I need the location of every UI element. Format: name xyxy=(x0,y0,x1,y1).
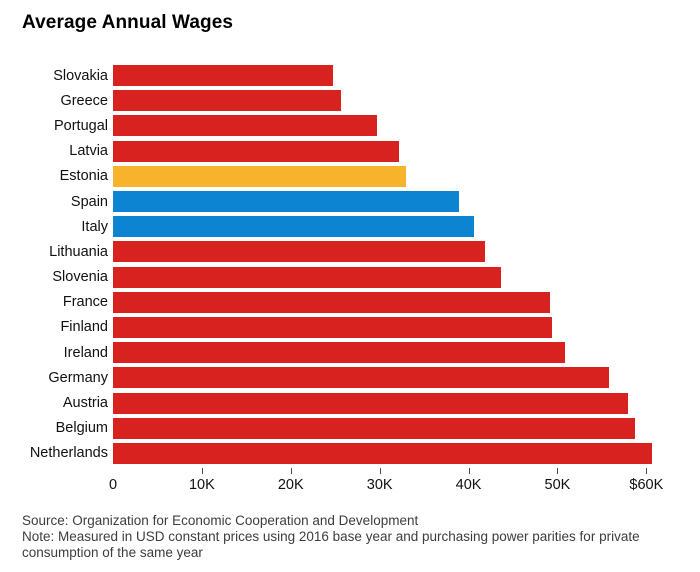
chart-rows: Slovakia Greece Portugal Latvia Estonia Spain… xyxy=(0,63,700,466)
x-axis-tick-label: 50K xyxy=(544,477,571,493)
chart-row: Portugal xyxy=(22,113,700,138)
chart-row: Belgium xyxy=(22,416,700,441)
bar-italy xyxy=(113,216,474,238)
x-axis-tick-label: 40K xyxy=(455,477,482,493)
category-label-germany: Germany xyxy=(48,369,108,386)
category-label-netherlands: Netherlands xyxy=(29,445,108,462)
x-axis-tick-mark xyxy=(646,468,648,474)
bar-track xyxy=(113,417,657,439)
chart-row: Netherlands xyxy=(22,441,700,466)
bar-slovenia xyxy=(113,266,501,288)
bar-track xyxy=(113,140,657,162)
chart-row: Slovakia xyxy=(22,63,700,88)
chart-row: Finland xyxy=(22,315,700,340)
bar-germany xyxy=(113,367,609,389)
chart-row: Spain xyxy=(22,189,700,214)
bar-latvia xyxy=(113,140,400,162)
category-label-italy: Italy xyxy=(81,218,108,235)
category-label-austria: Austria xyxy=(62,395,108,412)
bar-belgium xyxy=(113,417,635,439)
bar-track xyxy=(113,442,657,464)
category-label-estonia: Estonia xyxy=(59,168,108,185)
bar-track xyxy=(113,115,657,137)
x-axis-tick-mark xyxy=(379,468,381,474)
bar-track xyxy=(113,65,657,87)
bar-netherlands xyxy=(113,442,652,464)
chart-row: Austria xyxy=(22,390,700,415)
chart-row: Germany xyxy=(22,365,700,390)
chart-row: Estonia xyxy=(22,164,700,189)
bar-track xyxy=(113,241,657,263)
bar-portugal xyxy=(113,115,377,137)
bar-ireland xyxy=(113,342,565,364)
bar-spain xyxy=(113,191,459,213)
bar-track xyxy=(113,291,657,313)
category-label-finland: Finland xyxy=(60,319,108,336)
methodology-note: Note: Measured in USD constant prices us… xyxy=(22,529,640,560)
chart-footnotes: Source: Organization for Economic Cooper… xyxy=(22,513,677,561)
bar-track xyxy=(113,266,657,288)
chart-row: Lithuania xyxy=(22,239,700,264)
category-label-france: France xyxy=(62,294,108,311)
bar-lithuania xyxy=(113,241,486,263)
chart-row: France xyxy=(22,290,700,315)
category-label-ireland: Ireland xyxy=(63,344,108,361)
bar-slovakia xyxy=(113,65,333,87)
page-title: Average Annual Wages xyxy=(22,12,234,33)
x-axis-tick-label: 20K xyxy=(277,477,304,493)
bar-track xyxy=(113,191,657,213)
x-axis-tick-mark xyxy=(557,468,559,474)
x-axis-tick-label: 0 xyxy=(108,477,118,493)
bar-greece xyxy=(113,90,342,112)
x-axis-tick-mark xyxy=(201,468,203,474)
chart-row: Greece xyxy=(22,88,700,113)
chart-row: Slovenia xyxy=(22,265,700,290)
chart-row: Latvia xyxy=(22,139,700,164)
bar-track xyxy=(113,165,657,187)
source-note: Source: Organization for Economic Cooper… xyxy=(22,513,419,528)
bar-track xyxy=(113,392,657,414)
x-axis-tick-label: $60K xyxy=(629,477,664,493)
bar-track xyxy=(113,367,657,389)
chart-row: Ireland xyxy=(22,340,700,365)
category-label-slovenia: Slovenia xyxy=(52,269,108,286)
x-axis-tick-mark xyxy=(290,468,292,474)
bar-chart: Slovakia Greece Portugal Latvia Estonia Spain… xyxy=(0,63,700,498)
bar-track xyxy=(113,216,657,238)
bar-track xyxy=(113,316,657,338)
x-axis-tick-label: 30K xyxy=(366,477,393,493)
bar-finland xyxy=(113,316,553,338)
category-label-portugal: Portugal xyxy=(53,117,108,134)
bar-france xyxy=(113,291,551,313)
chart-row: Italy xyxy=(22,214,700,239)
x-axis-tick-label: 10K xyxy=(188,477,215,493)
bar-austria xyxy=(113,392,628,414)
category-label-belgium: Belgium xyxy=(55,420,108,437)
bar-track xyxy=(113,342,657,364)
category-label-slovakia: Slovakia xyxy=(53,67,108,84)
category-label-latvia: Latvia xyxy=(69,143,108,160)
bar-track xyxy=(113,90,657,112)
category-label-spain: Spain xyxy=(70,193,108,210)
x-axis-tick-mark xyxy=(468,468,470,474)
category-label-greece: Greece xyxy=(60,92,108,109)
x-axis: 0 10K 20K 30K 40K 50K $60K xyxy=(109,468,663,498)
bar-estonia xyxy=(113,165,407,187)
category-label-lithuania: Lithuania xyxy=(49,243,108,260)
